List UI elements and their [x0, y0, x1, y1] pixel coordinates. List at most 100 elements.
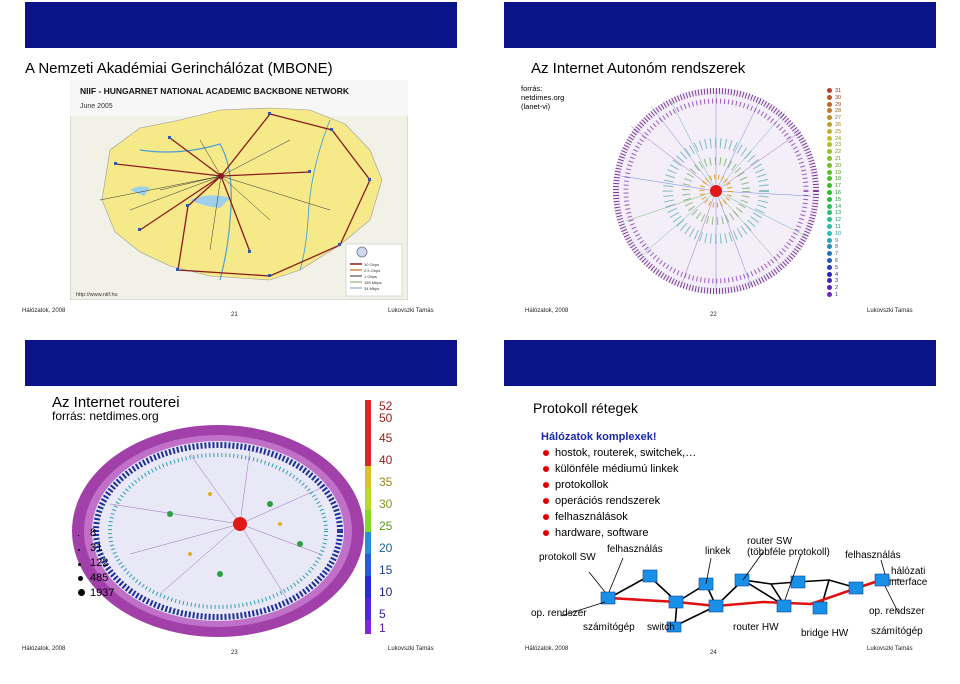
scale-label: 10 [379, 585, 393, 599]
source-note: forrás: netdimes.org [52, 409, 159, 423]
footer-left: Hálózatok, 2008 [22, 646, 66, 652]
scale-entry: 20 [365, 532, 405, 554]
scale-label: 9 [835, 237, 839, 244]
scale-label: 18 [835, 176, 842, 183]
scale-entry: 7 [827, 251, 857, 258]
scale-label: 25 [835, 128, 842, 135]
scale-swatch [365, 444, 371, 466]
scale-label: 11 [835, 223, 841, 230]
scale-dot-icon [827, 128, 832, 134]
scale-dot-icon [827, 162, 832, 168]
scale-entry: 9 [827, 238, 857, 245]
scale-entry: 28 [827, 108, 857, 115]
router-graph-visualization [72, 425, 364, 637]
footer-right: Lukovszki Tamás [867, 308, 913, 314]
scale-dot-icon [827, 285, 832, 291]
scale-entry: 1 [365, 620, 405, 634]
bullet-dot-icon [543, 482, 549, 489]
scale-entry: 22 [827, 149, 857, 156]
scale-label: 50 [379, 411, 393, 425]
scale-dot-icon [827, 251, 832, 257]
scale-label: 12 [835, 217, 842, 224]
scale-dot-icon [827, 108, 832, 114]
scale-entry: 29 [827, 102, 857, 109]
scale-label: 52 [379, 399, 393, 413]
scale-label: 45 [379, 431, 393, 445]
scale-dot-icon [827, 122, 832, 128]
degree-label: 122 [90, 557, 109, 569]
scale-dot-icon [827, 135, 832, 141]
scale-swatch [365, 488, 371, 510]
scale-dot-icon [827, 149, 832, 155]
bullet-item: hardware, software [543, 525, 696, 541]
label-switch: switch [647, 622, 675, 633]
scale-swatch [365, 554, 371, 576]
scale-dot-icon [827, 176, 832, 182]
scale-entry: 19 [827, 170, 857, 177]
shell-index-scale: 31 30 29 28 27 26 25 24 23 22 21 20 19 18 17 16 15 14 13 12… [827, 88, 857, 299]
scale-label: 5 [379, 607, 386, 621]
scale-label: 40 [379, 453, 393, 467]
map-title: NIIF - HUNGARNET NATIONAL ACADEMIC BACKB… [80, 86, 350, 96]
scale-entry: 8 [827, 244, 857, 251]
label-router-sw: router SW (többféle protokoll) [747, 536, 830, 558]
scale-dot-icon [827, 237, 832, 243]
scale-swatch [365, 424, 371, 444]
title-bar [25, 340, 457, 386]
legend-label: 10 Gbps [364, 262, 379, 267]
bullet-dot-icon [543, 450, 549, 457]
slide-title: Az Internet routerei [52, 394, 180, 411]
scale-swatch [365, 466, 371, 488]
scale-dot-icon [827, 203, 832, 209]
scale-dot-icon [827, 291, 832, 297]
scale-label: 2 [835, 285, 839, 292]
scale-label: 15 [379, 563, 393, 577]
scale-dot-icon [827, 244, 832, 250]
scale-label: 17 [835, 183, 842, 190]
hungary-backbone-map: NIIF - HUNGARNET NATIONAL ACADEMIC BACKB… [70, 80, 408, 300]
source-note: forrás: netdimes.org (lanet-vi) [521, 84, 565, 111]
label-router-hw: router HW [733, 622, 779, 633]
scale-entry: 10 [365, 576, 405, 598]
label-szamitogep-left: számítógép [583, 622, 635, 633]
scale-dot-icon [827, 278, 832, 284]
scale-entry: 24 [827, 136, 857, 143]
scale-dot-icon [827, 156, 832, 162]
scale-label: 28 [835, 108, 842, 115]
scale-label: 21 [835, 155, 842, 162]
scale-entry: 1 [827, 292, 857, 299]
scale-label: 20 [835, 162, 842, 169]
bullet-text: operációs rendszerek [555, 495, 661, 507]
degree-label: 8 [90, 527, 97, 539]
slide-title: Protokoll rétegek [533, 400, 639, 416]
bullet-text: hardware, software [555, 527, 649, 539]
scale-label: 30 [379, 497, 393, 511]
bullet-list: hostok, routerek, switchek,… különféle mé… [543, 445, 696, 541]
scale-label: 4 [835, 271, 839, 278]
scale-label: 27 [835, 115, 842, 122]
scale-dot-icon [827, 264, 832, 270]
page-number: 23 [231, 650, 238, 656]
scale-label: 14 [835, 203, 842, 210]
scale-entry: 6 [827, 258, 857, 265]
bullet-dot-icon [543, 514, 549, 521]
scale-dot-icon [827, 142, 832, 148]
scale-dot-icon [827, 115, 832, 121]
scale-entry: 27 [827, 115, 857, 122]
map-date: June 2005 [80, 103, 113, 110]
label-halozati-interface: hálózati interface [889, 566, 928, 588]
bullet-text: különféle médiumú linkek [555, 463, 679, 475]
scale-entry: 30 [365, 488, 405, 510]
bandwidth-legend: 10 Gbps 2.5 Gbps 1 Gbps 155 Mbps 34 Mbps [345, 243, 403, 297]
label-op-rendszer-left: op. rendszer [531, 608, 587, 619]
scale-entry: 5 [365, 598, 405, 620]
scale-swatch [365, 412, 371, 424]
footer-right: Lukovszki Tamás [388, 646, 434, 652]
scale-entry: 5 [827, 265, 857, 272]
legend-label: 34 Mbps [364, 286, 379, 291]
title-bar [504, 2, 936, 48]
label-linkek: linkek [705, 546, 731, 557]
bullet-item: különféle médiumú linkek [543, 461, 696, 477]
degree-legend: 8 31 122 485 1937 [78, 526, 114, 601]
scale-entry: 21 [827, 156, 857, 163]
